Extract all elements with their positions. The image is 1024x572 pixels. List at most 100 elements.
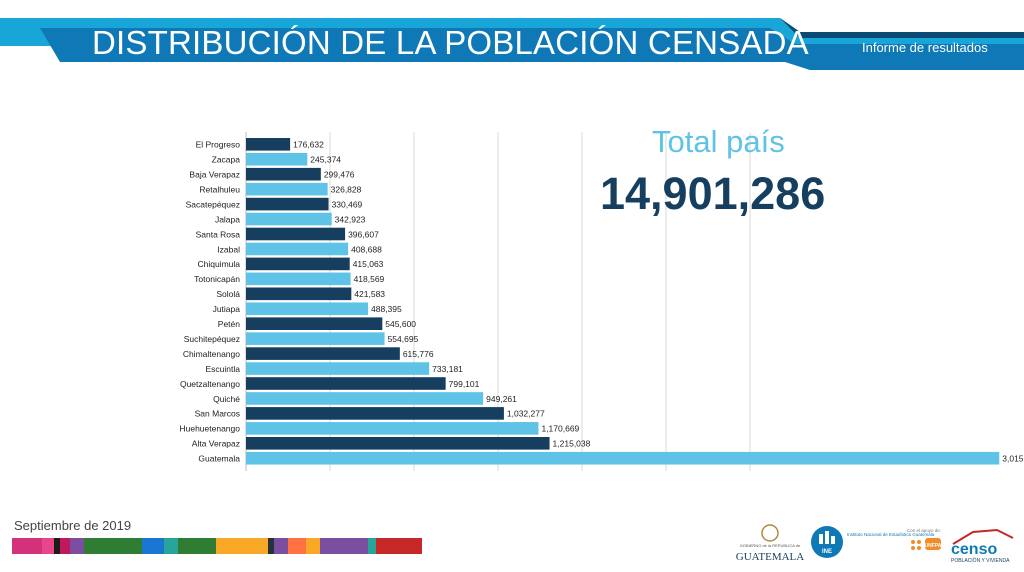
ine-logo: INE Instituto Nacional de Estadística Gu… — [811, 526, 935, 558]
guatemala-logo-text: GUATEMALA — [736, 551, 804, 563]
stripe-segment — [84, 538, 122, 554]
bar — [246, 362, 430, 375]
category-label: Suchitepéquez — [184, 334, 240, 344]
value-label: 545,600 — [385, 319, 416, 329]
stripe-segment — [164, 538, 178, 554]
bar — [246, 377, 446, 390]
value-label: 326,828 — [331, 184, 362, 194]
bar — [246, 182, 328, 196]
guatemala-logo-subtext: GOBIERNO de la REPUBLICA de — [740, 543, 801, 548]
value-label: 421,583 — [354, 289, 385, 299]
bar — [246, 302, 369, 316]
bar — [246, 227, 346, 241]
category-label: Chiquimula — [197, 259, 240, 269]
stripe-segment — [254, 538, 268, 554]
color-stripe — [12, 538, 422, 554]
category-label: Santa Rosa — [196, 229, 241, 239]
bar — [246, 451, 1000, 465]
value-label: 799,101 — [449, 379, 480, 389]
value-label: 1,170,669 — [541, 424, 579, 434]
category-label: Guatemala — [198, 454, 240, 464]
stripe-segment — [400, 538, 422, 554]
footer-date: Septiembre de 2019 — [14, 518, 132, 533]
unfpa-logo-text: UNFPA — [925, 543, 942, 549]
report-label: Informe de resultados — [862, 40, 988, 55]
category-label: Huehuetenango — [179, 424, 240, 434]
category-label: Totonicapán — [194, 274, 240, 284]
value-label: 733,181 — [432, 364, 463, 374]
value-label: 418,569 — [354, 274, 385, 284]
stripe-segment — [122, 538, 142, 554]
category-label: Izabal — [217, 244, 240, 254]
guatemala-emblem-icon — [761, 524, 779, 542]
category-label: Jutiapa — [213, 304, 241, 314]
stripe-segment — [274, 538, 288, 554]
bar — [246, 317, 383, 330]
value-label: 1,032,277 — [507, 409, 545, 419]
ine-logo-text: INE — [822, 549, 832, 555]
stripe-segment — [320, 538, 354, 554]
value-label: 408,688 — [351, 244, 382, 254]
ine-bar-2 — [825, 531, 829, 544]
stripe-segment — [376, 538, 400, 554]
ine-logo-subtext: Instituto Nacional de Estadística Guatem… — [847, 532, 935, 537]
stripe-segment — [208, 538, 216, 554]
bar — [246, 287, 352, 301]
value-label: 342,923 — [335, 214, 366, 224]
category-label: San Marcos — [195, 409, 240, 419]
stripe-segment — [54, 538, 60, 554]
unfpa-dot-icon — [911, 540, 915, 544]
stripe-segment — [142, 538, 164, 554]
category-label: Sololá — [216, 289, 240, 299]
stripe-segment — [178, 538, 208, 554]
category-label: Petén — [218, 319, 240, 329]
stripe-segment — [306, 538, 320, 554]
unfpa-dot-icon — [917, 546, 921, 550]
bar — [246, 138, 291, 151]
unfpa-badge — [925, 538, 941, 550]
bar — [246, 272, 351, 286]
bar — [246, 437, 550, 450]
unfpa-dot-icon — [911, 546, 915, 550]
category-label: Jalapa — [215, 214, 240, 224]
value-label: 949,261 — [486, 394, 517, 404]
footer-logos: GOBIERNO de la REPUBLICA de GUATEMALA IN… — [736, 524, 1014, 564]
bar — [246, 332, 385, 345]
category-label: Escuintla — [206, 364, 241, 374]
bar — [246, 242, 349, 256]
stripe-segment — [12, 538, 42, 554]
value-label: 176,632 — [293, 140, 324, 150]
bar — [246, 347, 400, 360]
unfpa-dot-icon — [917, 540, 921, 544]
category-label: El Progreso — [196, 140, 241, 150]
category-label: Baja Verapaz — [189, 170, 240, 180]
bar — [246, 197, 329, 211]
value-label: 330,469 — [332, 199, 363, 209]
value-label: 554,695 — [388, 334, 419, 344]
unfpa-logo-subtext: Con el apoyo de: — [907, 528, 941, 533]
stripe-segment — [42, 538, 54, 554]
category-label: Quiché — [213, 394, 240, 404]
page-title: DISTRIBUCIÓN DE LA POBLACIÓN CENSADA — [92, 24, 809, 61]
guatemala-logo: GOBIERNO de la REPUBLICA de GUATEMALA — [736, 524, 804, 563]
category-label: Sacatepéquez — [186, 199, 240, 209]
value-label: 488,395 — [371, 304, 402, 314]
stripe-segment — [70, 538, 84, 554]
category-label: Zacapa — [212, 155, 241, 165]
header-banner: DISTRIBUCIÓN DE LA POBLACIÓN CENSADA Inf… — [0, 0, 1024, 80]
banner-main — [40, 28, 1024, 70]
stripe-segment — [216, 538, 254, 554]
unfpa-logo: Con el apoyo de: UNFPA — [907, 528, 942, 550]
banner-dark-edge — [780, 18, 1024, 38]
total-value: 14,901,286 — [600, 168, 826, 219]
ine-bar-3 — [831, 536, 835, 544]
bar — [246, 167, 321, 181]
censo-logo-subtext: POBLACIÓN Y VIVIENDA — [951, 557, 1010, 564]
stripe-segment — [268, 538, 274, 554]
category-label: Chimaltenango — [183, 349, 240, 359]
total-title: Total país — [652, 124, 785, 159]
bar — [246, 212, 332, 226]
stripe-segment — [368, 538, 376, 554]
stripe-segment — [288, 538, 306, 554]
category-label: Retalhuleu — [199, 184, 240, 194]
